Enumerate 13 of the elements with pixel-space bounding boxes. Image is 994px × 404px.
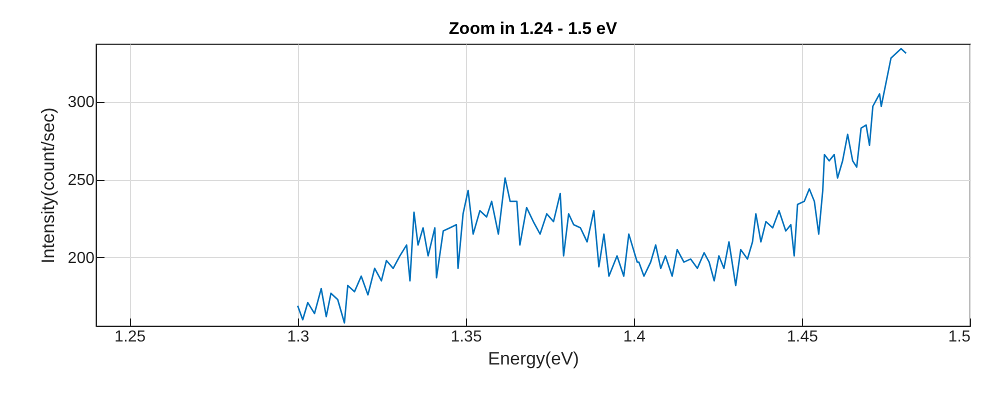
y-tick-label: 300 [68,94,95,112]
x-tick-label: 1.45 [786,328,818,346]
y-tick-label: 250 [68,172,95,190]
x-tick-label: 1.3 [287,328,310,346]
x-tick-label: 1.4 [623,328,646,346]
x-tick-label: 1.25 [114,328,146,346]
x-tick-label: 1.5 [948,328,971,346]
y-tick-label: 200 [68,250,95,267]
line-series [296,48,907,324]
chart-title: Zoom in 1.24 - 1.5 eV [448,19,618,38]
x-axis-title: Energy(eV) [488,348,580,368]
y-axis-title: Intensity(count/sec) [38,107,58,264]
x-tick-label: 1.35 [450,328,482,346]
